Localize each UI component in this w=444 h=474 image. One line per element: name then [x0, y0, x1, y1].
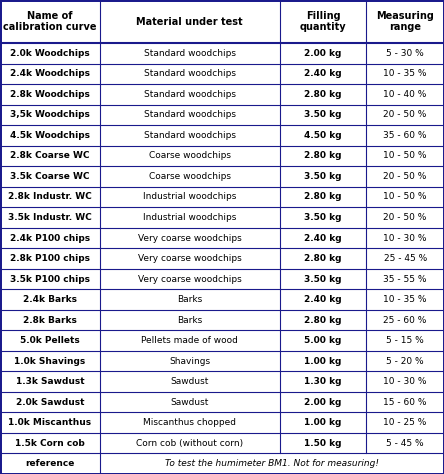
Text: 20 - 50 %: 20 - 50 %	[384, 213, 427, 222]
Text: 3.50 kg: 3.50 kg	[304, 213, 342, 222]
Text: 2.8k Coarse WC: 2.8k Coarse WC	[10, 152, 90, 160]
Text: 2.00 kg: 2.00 kg	[304, 398, 342, 407]
Text: 1.3k Sawdust: 1.3k Sawdust	[16, 377, 84, 386]
Text: 25 - 45 %: 25 - 45 %	[384, 254, 427, 263]
Text: Sawdust: Sawdust	[170, 377, 209, 386]
Text: 5 - 15 %: 5 - 15 %	[386, 336, 424, 345]
Text: Name of
calibration curve: Name of calibration curve	[3, 11, 97, 32]
Text: Barks: Barks	[177, 316, 202, 325]
Text: Filling
quantity: Filling quantity	[300, 11, 346, 32]
Text: Miscanthus chopped: Miscanthus chopped	[143, 418, 236, 427]
Text: Barks: Barks	[177, 295, 202, 304]
Text: 5.00 kg: 5.00 kg	[304, 336, 342, 345]
Text: 2.80 kg: 2.80 kg	[304, 90, 342, 99]
Text: 2.0k Sawdust: 2.0k Sawdust	[16, 398, 84, 407]
Text: 3.5k P100 chips: 3.5k P100 chips	[10, 274, 90, 283]
Text: Very coarse woodchips: Very coarse woodchips	[138, 254, 242, 263]
Text: Industrial woodchips: Industrial woodchips	[143, 213, 237, 222]
Text: 3.50 kg: 3.50 kg	[304, 110, 342, 119]
Text: 3.5k Coarse WC: 3.5k Coarse WC	[10, 172, 90, 181]
Text: 2.80 kg: 2.80 kg	[304, 192, 342, 201]
Text: Corn cob (without corn): Corn cob (without corn)	[136, 439, 243, 448]
Text: Very coarse woodchips: Very coarse woodchips	[138, 234, 242, 243]
Text: 10 - 30 %: 10 - 30 %	[384, 234, 427, 243]
Text: 10 - 50 %: 10 - 50 %	[384, 152, 427, 160]
Text: 5 - 45 %: 5 - 45 %	[386, 439, 424, 448]
Text: Standard woodchips: Standard woodchips	[144, 49, 236, 58]
Text: Standard woodchips: Standard woodchips	[144, 110, 236, 119]
Text: 15 - 60 %: 15 - 60 %	[384, 398, 427, 407]
Text: 2.8k P100 chips: 2.8k P100 chips	[10, 254, 90, 263]
Text: 3,5k Woodchips: 3,5k Woodchips	[10, 110, 90, 119]
Text: 3.50 kg: 3.50 kg	[304, 274, 342, 283]
Text: 4.5k Woodchips: 4.5k Woodchips	[10, 131, 90, 140]
Text: Standard woodchips: Standard woodchips	[144, 69, 236, 78]
Text: 3.50 kg: 3.50 kg	[304, 172, 342, 181]
Text: 1.00 kg: 1.00 kg	[304, 356, 342, 365]
Text: Coarse woodchips: Coarse woodchips	[149, 152, 231, 160]
Text: 10 - 35 %: 10 - 35 %	[384, 295, 427, 304]
Text: 35 - 55 %: 35 - 55 %	[384, 274, 427, 283]
Text: 2.8k Woodchips: 2.8k Woodchips	[10, 90, 90, 99]
Text: 1.50 kg: 1.50 kg	[304, 439, 342, 448]
Text: Material under test: Material under test	[136, 17, 243, 27]
Text: 2.4k P100 chips: 2.4k P100 chips	[10, 234, 90, 243]
Text: 10 - 40 %: 10 - 40 %	[384, 90, 427, 99]
Text: 2.8k Industr. WC: 2.8k Industr. WC	[8, 192, 92, 201]
Text: 2.8k Barks: 2.8k Barks	[23, 316, 77, 325]
Text: 10 - 25 %: 10 - 25 %	[384, 418, 427, 427]
Text: 2.80 kg: 2.80 kg	[304, 316, 342, 325]
Text: 5 - 30 %: 5 - 30 %	[386, 49, 424, 58]
Text: Very coarse woodchips: Very coarse woodchips	[138, 274, 242, 283]
Text: 1.0k Shavings: 1.0k Shavings	[14, 356, 86, 365]
Text: 10 - 50 %: 10 - 50 %	[384, 192, 427, 201]
Text: Measuring
range: Measuring range	[376, 11, 434, 32]
Text: Pellets made of wood: Pellets made of wood	[141, 336, 238, 345]
Text: To test the humimeter BM1. Not for measuring!: To test the humimeter BM1. Not for measu…	[165, 459, 379, 468]
Text: 35 - 60 %: 35 - 60 %	[384, 131, 427, 140]
Text: 2.80 kg: 2.80 kg	[304, 152, 342, 160]
Text: 20 - 50 %: 20 - 50 %	[384, 110, 427, 119]
Text: Standard woodchips: Standard woodchips	[144, 131, 236, 140]
Text: Standard woodchips: Standard woodchips	[144, 90, 236, 99]
Text: 2.00 kg: 2.00 kg	[304, 49, 342, 58]
Text: Sawdust: Sawdust	[170, 398, 209, 407]
Text: Industrial woodchips: Industrial woodchips	[143, 192, 237, 201]
Text: 5 - 20 %: 5 - 20 %	[386, 356, 424, 365]
Text: 25 - 60 %: 25 - 60 %	[384, 316, 427, 325]
Text: 2.4k Woodchips: 2.4k Woodchips	[10, 69, 90, 78]
Text: 5.0k Pellets: 5.0k Pellets	[20, 336, 80, 345]
Text: 10 - 35 %: 10 - 35 %	[384, 69, 427, 78]
Text: 20 - 50 %: 20 - 50 %	[384, 172, 427, 181]
Text: 1.0k Miscanthus: 1.0k Miscanthus	[8, 418, 91, 427]
Text: 2.40 kg: 2.40 kg	[304, 69, 342, 78]
Text: reference: reference	[25, 459, 75, 468]
Text: Shavings: Shavings	[169, 356, 210, 365]
Text: 2.40 kg: 2.40 kg	[304, 295, 342, 304]
Text: 1.00 kg: 1.00 kg	[304, 418, 342, 427]
Text: 10 - 30 %: 10 - 30 %	[384, 377, 427, 386]
Text: 1.30 kg: 1.30 kg	[304, 377, 342, 386]
Text: 3.5k Industr. WC: 3.5k Industr. WC	[8, 213, 92, 222]
Text: 2.4k Barks: 2.4k Barks	[23, 295, 77, 304]
Text: 2.0k Woodchips: 2.0k Woodchips	[10, 49, 90, 58]
Text: 4.50 kg: 4.50 kg	[304, 131, 342, 140]
Text: 1.5k Corn cob: 1.5k Corn cob	[15, 439, 85, 448]
Text: Coarse woodchips: Coarse woodchips	[149, 172, 231, 181]
Text: 2.80 kg: 2.80 kg	[304, 254, 342, 263]
Text: 2.40 kg: 2.40 kg	[304, 234, 342, 243]
